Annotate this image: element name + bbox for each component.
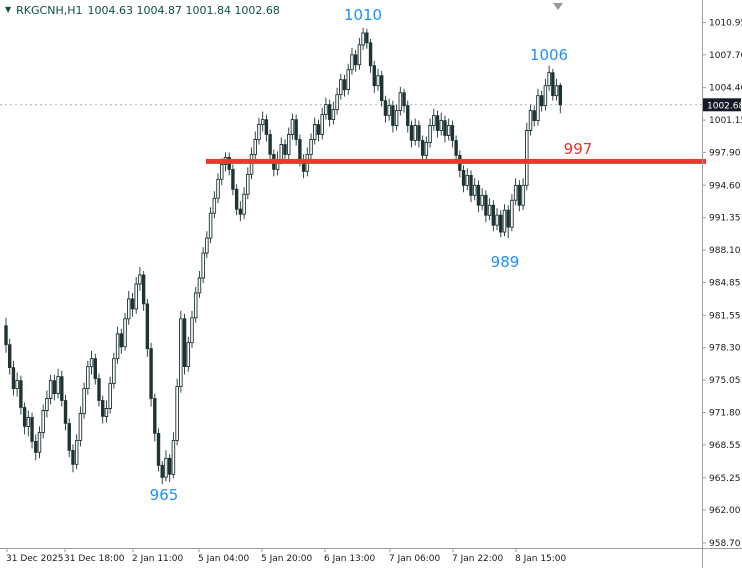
y-axis-label: 991.35 xyxy=(709,214,741,224)
price-annotation-1006: 1006 xyxy=(530,46,568,64)
y-axis-label: 1004.40 xyxy=(709,84,742,94)
y-axis-label: 1010.95 xyxy=(709,18,742,28)
price-annotation-989: 989 xyxy=(491,253,520,271)
current-price-badge-label: 1002.68 xyxy=(707,101,742,111)
x-axis-label: 7 Jan 06:00 xyxy=(389,554,441,564)
y-axis-label: 971.80 xyxy=(709,409,741,419)
chart-shift-marker-icon[interactable] xyxy=(553,3,563,10)
y-axis-label: 1001.15 xyxy=(709,116,742,126)
support-line-997[interactable] xyxy=(206,158,706,164)
y-axis-label: 988.10 xyxy=(709,246,741,256)
x-axis-label: 5 Jan 04:00 xyxy=(198,554,250,564)
price-annotation-1010: 1010 xyxy=(344,6,382,24)
y-axis-label: 975.05 xyxy=(709,376,741,386)
price-annotation-997: 997 xyxy=(564,140,593,158)
y-axis-label: 965.25 xyxy=(709,474,741,484)
x-axis-label: 2 Jan 11:00 xyxy=(132,554,184,564)
time-axis[interactable]: 31 Dec 2025 31 Dec 18:00 2 Jan 11:00 5 Jan … xyxy=(6,548,567,564)
y-axis-label: 958.70 xyxy=(709,539,741,549)
x-axis-label: 7 Jan 22:00 xyxy=(452,554,504,564)
price-annotation-965: 965 xyxy=(150,486,179,504)
price-axis[interactable]: 1010.95 1007.70 1004.40 1001.15 997.90 994.60… xyxy=(702,18,742,549)
x-axis-label: 5 Jan 20:00 xyxy=(261,554,313,564)
bearish-candle-bodies xyxy=(4,32,562,478)
y-axis-label: 984.85 xyxy=(709,279,741,289)
y-axis-label: 981.55 xyxy=(709,311,741,321)
candle-wicks xyxy=(5,27,561,485)
y-axis-label: 978.30 xyxy=(709,344,741,354)
y-axis-label: 1007.70 xyxy=(709,51,742,61)
x-axis-label: 31 Dec 2025 xyxy=(6,554,64,564)
x-axis-label: 8 Jan 15:00 xyxy=(515,554,567,564)
x-axis-label: 31 Dec 18:00 xyxy=(64,554,125,564)
y-axis-label: 968.55 xyxy=(709,441,741,451)
y-axis-label: 997.90 xyxy=(709,148,741,158)
y-axis-label: 994.60 xyxy=(709,181,741,191)
bullish-candle-bodies xyxy=(15,32,559,478)
y-axis-label: 962.00 xyxy=(709,506,741,516)
current-price-badge xyxy=(703,98,741,112)
x-axis-label: 6 Jan 13:00 xyxy=(324,554,376,564)
